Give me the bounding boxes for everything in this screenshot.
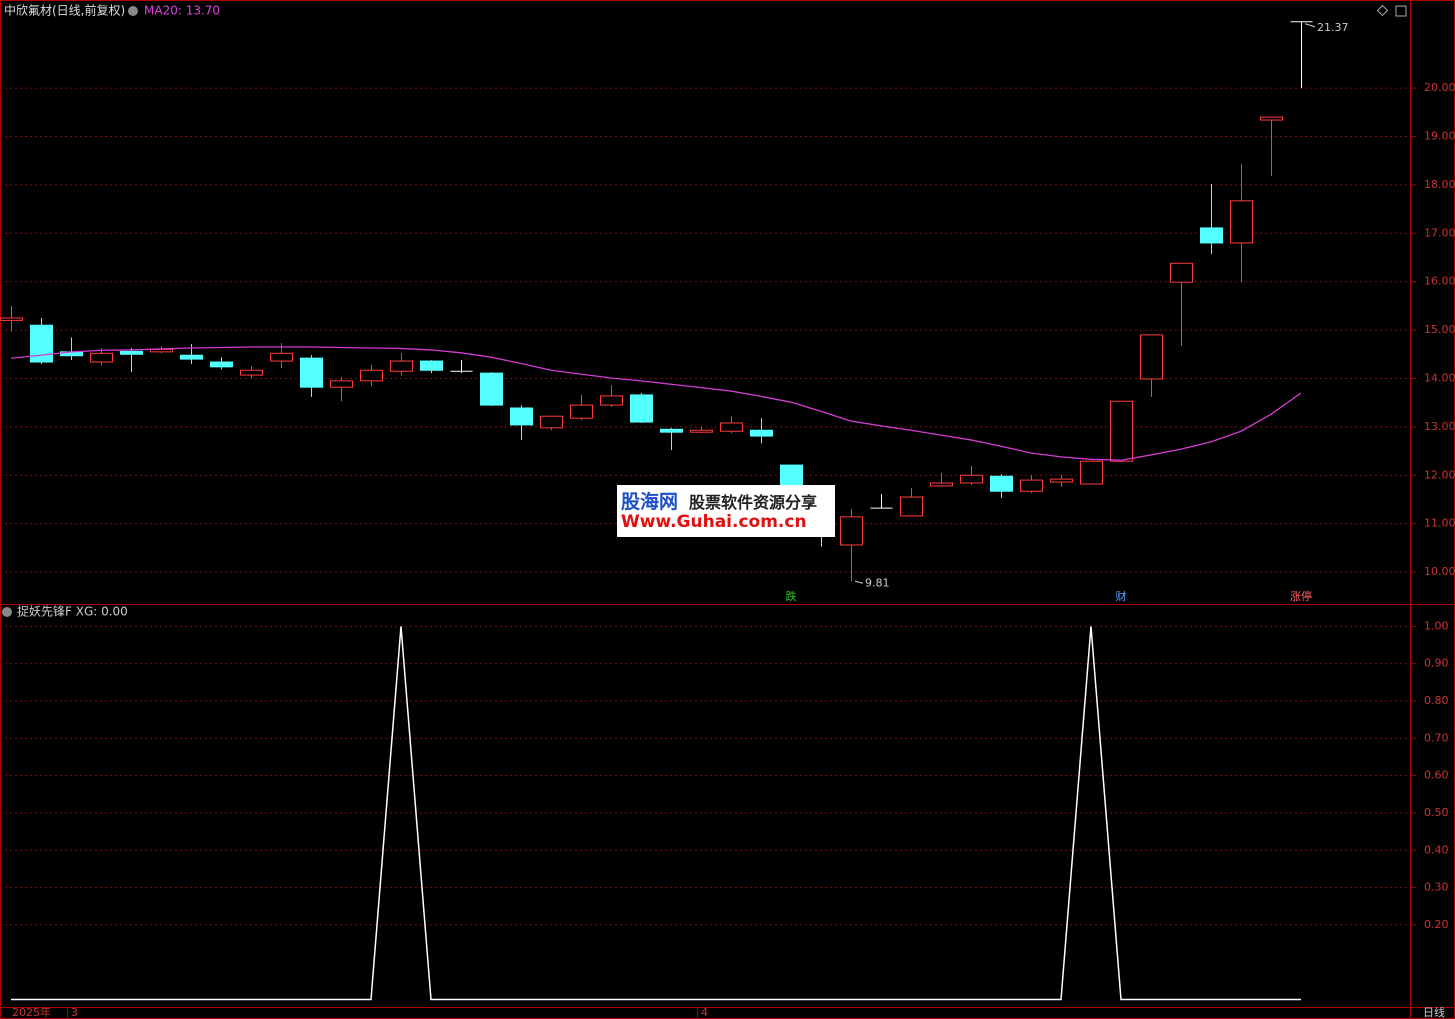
candle-body xyxy=(1110,400,1133,462)
candle-body xyxy=(840,516,863,546)
x-tick-label: 4 xyxy=(701,1006,708,1019)
period-label: 日线 xyxy=(1423,1005,1445,1019)
candle-body xyxy=(360,369,383,382)
candle-body xyxy=(510,407,533,426)
icon[interactable] xyxy=(1376,4,1389,17)
y-tick-label: 10.00 xyxy=(1424,565,1455,578)
candle-body xyxy=(30,324,53,363)
candle-body xyxy=(900,496,923,517)
chart-title: 中欣氟材(日线,前复权) xyxy=(4,3,125,18)
year-label: 2025年 xyxy=(12,1005,51,1019)
icon[interactable] xyxy=(1395,5,1407,17)
indicator-title: 捉妖先锋F XG: 0.00 xyxy=(17,604,128,619)
candle-body xyxy=(1050,478,1073,483)
y-tick-label: 16.00 xyxy=(1424,275,1455,288)
y-tick-label: 12.00 xyxy=(1424,468,1455,481)
y-tick-label: 18.00 xyxy=(1424,178,1455,191)
candle-body xyxy=(0,317,23,321)
candle-body xyxy=(570,404,593,419)
candle-body xyxy=(1080,460,1103,485)
candle-body xyxy=(300,357,323,388)
candle-body xyxy=(660,428,683,433)
signal-marker: 跌 xyxy=(786,589,797,603)
candle-body xyxy=(420,360,443,371)
y-tick-label: 19.00 xyxy=(1424,129,1455,142)
y-tick-label: 17.00 xyxy=(1424,226,1455,239)
candle-body xyxy=(540,415,563,429)
y-tick-label: 0.30 xyxy=(1424,881,1449,894)
y-tick-label: 0.50 xyxy=(1424,806,1449,819)
y-tick-label: 13.00 xyxy=(1424,420,1455,433)
candle-body xyxy=(690,429,713,433)
x-tick-label: 3 xyxy=(71,1006,78,1019)
ma-line xyxy=(10,346,1302,461)
candle-body xyxy=(720,422,743,432)
candle-body xyxy=(240,369,263,376)
candle-body xyxy=(1020,479,1043,492)
candle-body xyxy=(1260,116,1283,121)
candle-body xyxy=(960,474,983,484)
indicator-line xyxy=(11,626,1301,1001)
y-tick-label: 14.00 xyxy=(1424,371,1455,384)
candle-body xyxy=(630,394,653,423)
candle-body xyxy=(1230,200,1253,244)
y-tick-label: 20.00 xyxy=(1424,81,1455,94)
candle-body xyxy=(600,395,623,406)
watermark-slogan: 股票软件资源分享 xyxy=(689,493,818,512)
low-label: 9.81 xyxy=(865,576,890,589)
y-tick-label: 11.00 xyxy=(1424,517,1455,530)
candle-body xyxy=(120,350,143,355)
watermark-url: Www.Guhai.com.cn xyxy=(621,512,807,532)
signal-marker: 财 xyxy=(1116,589,1127,603)
candle-body xyxy=(1200,227,1223,244)
candle-body xyxy=(1170,262,1193,283)
y-tick-label: 0.40 xyxy=(1424,843,1449,856)
y-tick-label: 0.70 xyxy=(1424,731,1449,744)
candle-body xyxy=(750,429,773,437)
y-tick-label: 0.90 xyxy=(1424,657,1449,670)
watermark-brand: 股海网 xyxy=(621,491,679,513)
candle-body xyxy=(480,372,503,406)
candle-body xyxy=(1140,334,1163,380)
candle-body xyxy=(180,354,203,360)
ma-label: MA20: 13.70 xyxy=(144,4,220,18)
y-tick-label: 0.60 xyxy=(1424,769,1449,782)
high-label: 21.37 xyxy=(1317,21,1349,34)
signal-marker: 涨停 xyxy=(1290,589,1312,603)
dropdown-icon[interactable] xyxy=(2,607,12,617)
low-arrow xyxy=(854,580,864,584)
dropdown-icon[interactable] xyxy=(128,6,138,16)
y-tick-label: 15.00 xyxy=(1424,323,1455,336)
watermark: 股海网 股票软件资源分享 Www.Guhai.com.cn xyxy=(617,485,835,537)
candle-body xyxy=(210,361,233,368)
high-arrow xyxy=(1304,23,1316,28)
candle-body xyxy=(390,360,413,372)
candle-body xyxy=(90,352,113,363)
y-tick-label: 1.00 xyxy=(1424,619,1449,632)
candle-body xyxy=(990,475,1013,492)
candle-body xyxy=(330,380,353,388)
candle-body xyxy=(930,482,953,487)
candle-body xyxy=(270,352,293,362)
y-tick-label: 0.80 xyxy=(1424,694,1449,707)
y-tick-label: 0.20 xyxy=(1424,918,1449,931)
